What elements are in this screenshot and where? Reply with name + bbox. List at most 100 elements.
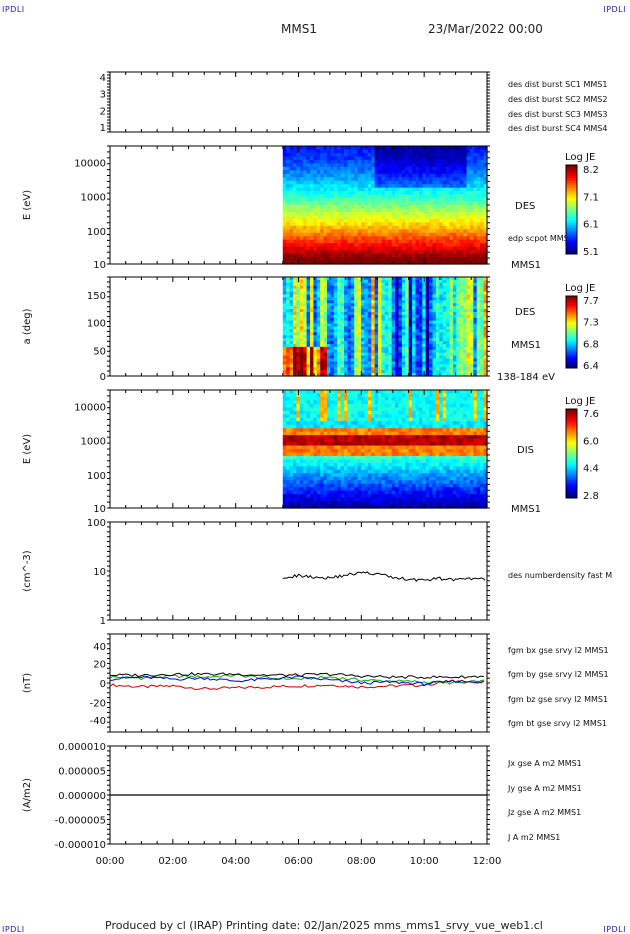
dis_energy-heat-cell <box>361 407 366 412</box>
des_energy-heat-cell <box>401 232 406 237</box>
des_energy-heat-cell <box>371 187 376 192</box>
dis_energy-heat-cell <box>286 428 291 433</box>
des_pitch-heat-cell <box>313 317 318 322</box>
des_energy-heat-cell <box>405 170 410 175</box>
des_pitch-heat-cell <box>473 373 478 377</box>
des_energy-heat-cell <box>323 215 328 220</box>
dis_energy-heat-cell <box>286 424 291 429</box>
des_energy-heat-cell <box>364 177 369 182</box>
des_pitch-heat-cell <box>388 346 393 351</box>
des_pitch-heat-cell <box>289 323 294 328</box>
dis_energy-heat-cell <box>340 490 345 495</box>
des_pitch-heat-cell <box>429 361 434 365</box>
des_pitch-heat-cell <box>316 367 321 371</box>
des_pitch-heat-cell <box>452 367 457 371</box>
des_energy-heat-cell <box>442 187 447 192</box>
des_energy-heat-cell <box>483 184 488 189</box>
des_energy-heat-cell <box>316 170 321 175</box>
des_pitch-heat-cell <box>299 349 304 354</box>
des_energy-heat-cell <box>388 236 393 241</box>
des_energy-heat-cell <box>367 191 372 196</box>
des_energy-heat-cell <box>344 159 349 164</box>
dis_energy-heat-cell <box>350 504 355 509</box>
des_energy-heat-cell <box>286 177 291 182</box>
des_energy-heat-cell <box>357 257 362 262</box>
des_energy-heat-cell <box>357 222 362 227</box>
dis_energy-heat-cell <box>354 417 359 422</box>
des_energy-heat-cell <box>330 208 335 213</box>
dis_energy-heat-cell <box>350 490 355 495</box>
dis_energy-heat-cell <box>364 417 369 422</box>
des_energy-heat-cell <box>310 225 315 230</box>
des_pitch-heat-cell <box>350 323 355 328</box>
des_pitch-heat-cell <box>442 373 447 377</box>
des_energy-heat-cell <box>439 253 444 258</box>
des_pitch-heat-cell <box>303 277 308 281</box>
des_pitch-heat-cell <box>384 309 389 313</box>
des_pitch-heat-cell <box>378 370 383 374</box>
dis_energy-heat-cell <box>316 431 321 436</box>
dis_energy-heat-cell <box>367 483 372 488</box>
des_pitch-heat-cell <box>473 288 478 293</box>
des_pitch-heat-cell <box>350 352 355 357</box>
des_energy-heat-cell <box>333 173 338 178</box>
des_energy-heat-cell <box>337 184 342 189</box>
des_energy-heat-cell <box>446 156 451 161</box>
des_energy-heat-cell <box>480 246 485 251</box>
dis_energy-heat-cell <box>320 396 325 402</box>
des_pitch-heat-cell <box>333 317 338 322</box>
des_energy-heat-cell <box>415 205 420 210</box>
dis_energy-heat-cell <box>303 455 308 461</box>
dis_energy-heat-cell <box>323 442 328 447</box>
des_energy-heat-cell <box>469 149 474 154</box>
des_pitch-heat-cell <box>378 329 383 333</box>
dis_energy-heat-cell <box>316 396 321 402</box>
des_energy-heat-cell <box>306 163 311 168</box>
des_energy-heat-cell <box>415 156 420 161</box>
des_pitch-heat-cell <box>463 338 468 342</box>
dis_energy-heat-cell <box>310 414 315 419</box>
des_pitch-heat-cell <box>310 323 315 328</box>
des_pitch-heat-cell <box>388 279 393 284</box>
des_energy-heat-cell <box>337 243 342 248</box>
des_pitch-heat-cell <box>425 282 430 287</box>
des_pitch-heat-cell <box>296 303 301 307</box>
dis_energy-heat-cell <box>316 476 321 481</box>
des_energy-heat-cell <box>337 180 342 185</box>
dis_energy-heat-cell <box>320 421 325 426</box>
des_pitch-heat-cell <box>391 343 396 348</box>
des_energy-heat-cell <box>289 146 294 151</box>
des_energy-heat-cell <box>425 243 430 248</box>
dis_energy-heat-cell <box>310 431 315 436</box>
des_pitch-heat-cell <box>452 329 457 333</box>
dis_energy-heat-cell <box>282 497 287 502</box>
des_pitch-heat-cell <box>395 285 400 290</box>
des_pitch-heat-cell <box>293 277 297 281</box>
des_energy-heat-cell <box>354 211 359 217</box>
des_pitch-heat-cell <box>323 309 328 313</box>
des_energy-heat-cell <box>313 253 318 258</box>
des_energy-heat-cell <box>364 208 369 213</box>
des_energy-heat-cell <box>371 149 376 154</box>
des_pitch-heat-cell <box>456 332 461 336</box>
dis_energy-heat-cell <box>350 483 355 488</box>
des_pitch-heat-cell <box>408 285 413 290</box>
des_pitch-heat-cell <box>388 364 393 368</box>
des_pitch-heat-cell <box>286 277 291 281</box>
des_energy-heat-cell <box>367 184 372 189</box>
des_energy-heat-cell <box>463 257 468 262</box>
des_energy-heat-cell <box>381 166 386 171</box>
des_energy-heat-cell <box>361 218 366 223</box>
des_energy-heat-cell <box>286 225 291 230</box>
des_pitch-heat-cell <box>398 367 403 371</box>
des_pitch-heat-cell <box>391 349 396 354</box>
des_pitch-heat-cell <box>333 282 338 287</box>
dis_energy-heat-cell <box>337 469 342 474</box>
des_energy-heat-cell <box>401 250 406 255</box>
des_pitch-heat-cell <box>415 300 420 304</box>
des_pitch-heat-cell <box>337 288 342 293</box>
dis_energy-heat-cell <box>340 435 345 440</box>
des_energy-heat-cell <box>418 239 423 244</box>
des_pitch-heat-cell <box>429 306 434 310</box>
dis_energy-heat-cell <box>344 414 349 419</box>
